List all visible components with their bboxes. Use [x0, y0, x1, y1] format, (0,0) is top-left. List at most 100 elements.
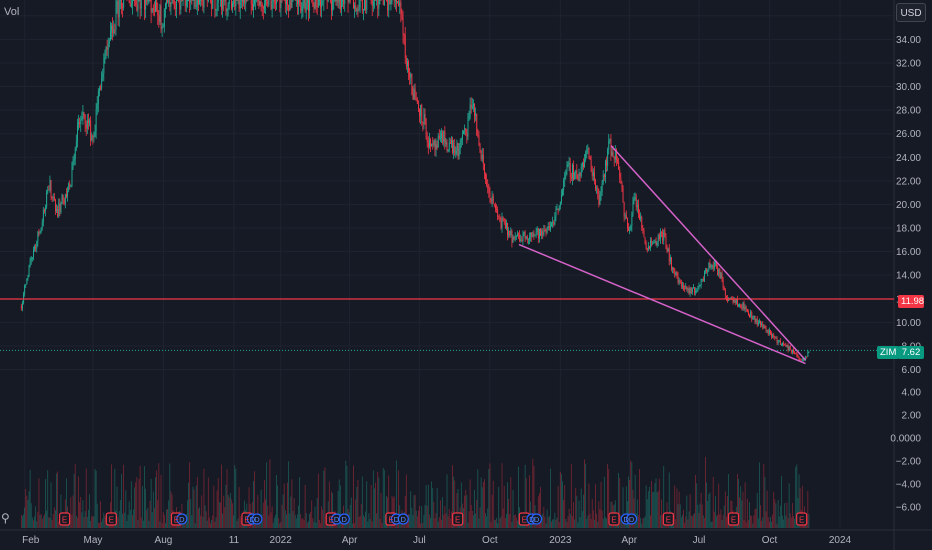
- candle: [551, 223, 553, 227]
- candle: [299, 0, 301, 3]
- candle: [525, 236, 527, 240]
- candle: [668, 248, 670, 262]
- volume-bar: [699, 503, 701, 528]
- volume-bar: [644, 516, 646, 528]
- volume-bar: [532, 458, 534, 528]
- candle: [591, 170, 593, 176]
- candle: [56, 209, 58, 211]
- candle: [634, 197, 636, 200]
- volume-bar: [386, 495, 387, 528]
- candle: [486, 179, 488, 185]
- candle: [38, 231, 40, 233]
- candle: [82, 112, 84, 117]
- candle: [261, 4, 263, 8]
- time-axis-tick: Aug: [155, 535, 173, 546]
- candle: [355, 5, 357, 12]
- volume-bar: [70, 497, 72, 528]
- volume-bar: [722, 515, 724, 528]
- candle: [695, 291, 697, 293]
- volume-bar: [643, 518, 645, 528]
- candle: [255, 0, 257, 1]
- volume-bar: [492, 480, 494, 528]
- volume-bar: [683, 510, 684, 528]
- volume-bar: [248, 487, 250, 528]
- candle: [403, 33, 405, 36]
- candle: [645, 243, 647, 248]
- time-axis-tick: May: [83, 535, 102, 546]
- candle: [503, 218, 505, 221]
- volume-bar: [680, 517, 682, 528]
- volume-bar: [398, 470, 400, 528]
- candle: [53, 196, 55, 201]
- volume-bar: [697, 504, 699, 528]
- volume-bar: [46, 510, 48, 528]
- volume-bar: [382, 468, 384, 528]
- volume-bar: [774, 499, 776, 528]
- volume-bar: [778, 516, 780, 528]
- volume-bar: [133, 509, 134, 528]
- candle: [157, 10, 159, 16]
- candle: [115, 4, 117, 30]
- candle: [501, 217, 503, 228]
- volume-bar: [294, 514, 296, 528]
- volume-bar: [713, 511, 715, 528]
- candle: [518, 233, 520, 235]
- volume-bar: [533, 465, 535, 528]
- candle: [245, 0, 247, 4]
- volume-bar: [561, 473, 562, 528]
- candle: [288, 5, 290, 11]
- volume-bar: [82, 500, 84, 528]
- volume-bar: [622, 487, 624, 528]
- volume-bar: [41, 518, 43, 528]
- volume-bar: [95, 470, 97, 528]
- candle: [319, 0, 320, 1]
- volume-bar: [498, 486, 500, 528]
- candle: [760, 321, 762, 325]
- volume-bar: [761, 520, 763, 528]
- candle: [766, 329, 768, 331]
- volume-bar: [157, 500, 159, 528]
- candle: [568, 162, 570, 165]
- volume-bar: [190, 499, 192, 528]
- candle: [556, 208, 558, 210]
- volume-bar: [375, 482, 376, 528]
- candle: [693, 287, 694, 289]
- volume-bar: [282, 494, 284, 528]
- volume-bar: [668, 472, 670, 528]
- candle: [742, 302, 744, 309]
- volume-bar: [121, 474, 122, 528]
- volume-bar: [236, 521, 238, 528]
- candle: [394, 0, 396, 2]
- volume-bar: [99, 523, 100, 528]
- candle: [174, 8, 176, 10]
- volume-bar: [481, 487, 483, 528]
- volume-bar: [410, 491, 412, 528]
- candle: [179, 0, 181, 10]
- candle: [517, 233, 518, 236]
- earnings-marker: [452, 512, 464, 526]
- volume-bar: [698, 512, 700, 528]
- candle: [57, 209, 59, 217]
- candle: [468, 116, 470, 121]
- volume-bar: [72, 495, 74, 528]
- volume-bar: [728, 474, 730, 528]
- volume-bar: [117, 517, 119, 528]
- candle: [800, 359, 802, 361]
- candle: [228, 0, 230, 5]
- volume-bar: [427, 484, 429, 528]
- candle: [177, 0, 179, 1]
- dividend-marker-circle: [176, 513, 188, 525]
- time-axis-tick: Jul: [693, 535, 706, 546]
- volume-bar: [366, 481, 368, 528]
- volume-bar: [476, 499, 478, 528]
- volume-bar: [690, 515, 692, 528]
- ruler-icon[interactable]: ⚲: [1, 511, 10, 525]
- candle: [704, 271, 705, 282]
- volume-axis-tick: −4.00: [896, 480, 922, 491]
- currency-button[interactable]: USD: [896, 3, 926, 22]
- volume-bar: [28, 491, 30, 528]
- candle: [145, 0, 147, 10]
- candle: [289, 0, 291, 11]
- volume-bar: [678, 491, 680, 528]
